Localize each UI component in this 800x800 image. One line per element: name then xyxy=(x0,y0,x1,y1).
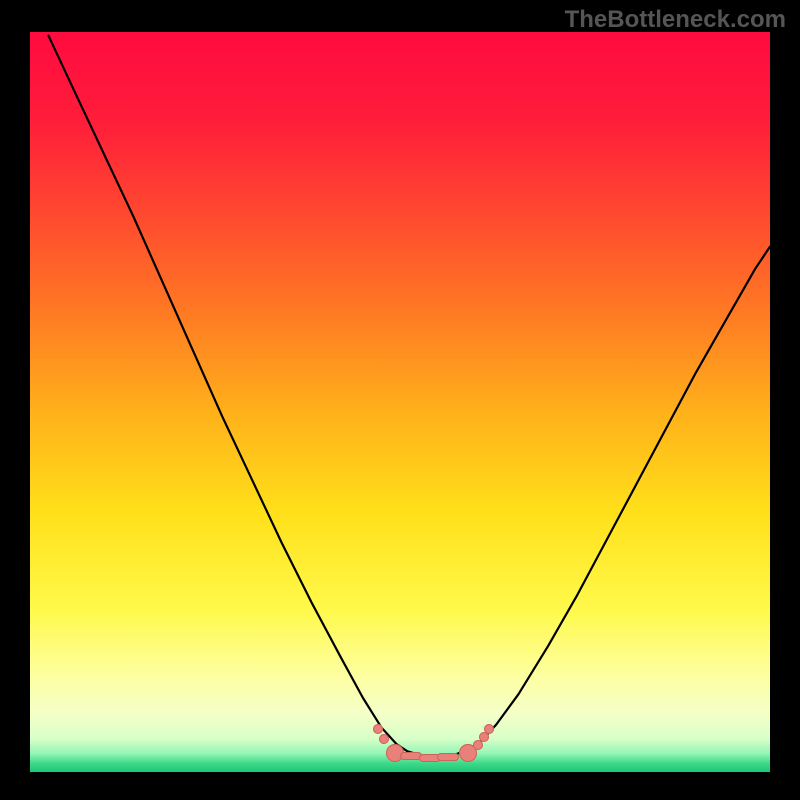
watermark-text: TheBottleneck.com xyxy=(565,6,786,34)
plot-area xyxy=(30,32,770,772)
curve-marker xyxy=(379,734,389,744)
curve-marker xyxy=(473,740,483,750)
marker-layer xyxy=(30,32,770,772)
curve-marker xyxy=(373,724,383,734)
curve-marker xyxy=(484,724,494,734)
curve-marker xyxy=(437,753,459,761)
chart-frame: TheBottleneck.com xyxy=(0,0,800,800)
